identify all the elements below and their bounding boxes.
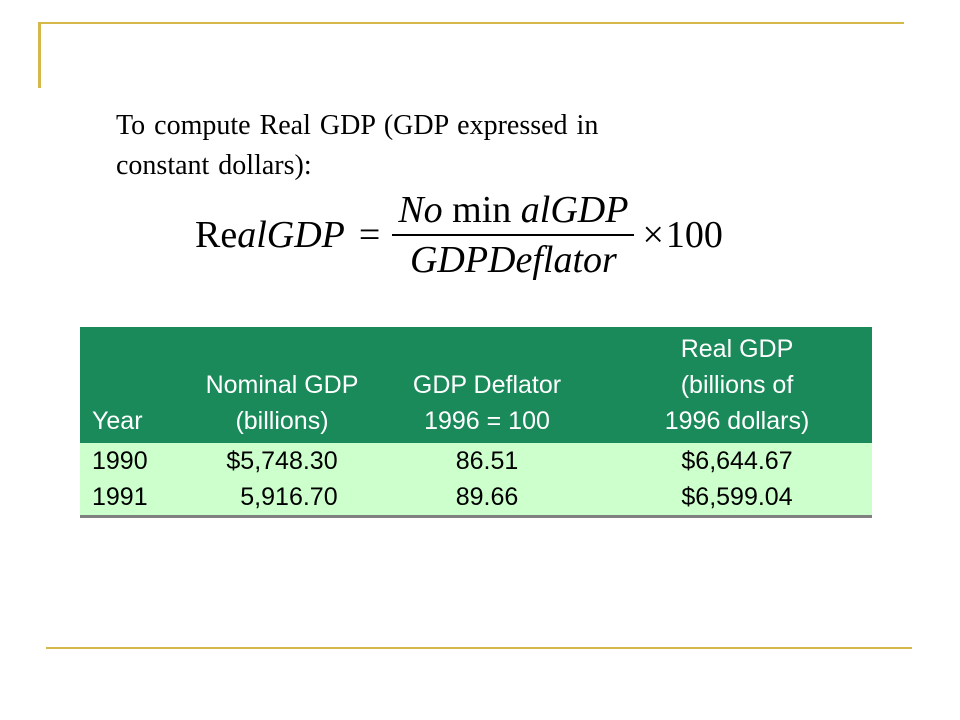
cell-nominal: $5,748.30 bbox=[192, 443, 372, 479]
cell-year: 1991 bbox=[80, 479, 192, 518]
formula-numerator: No min alGDP bbox=[392, 190, 634, 234]
cell-deflator: 89.66 bbox=[372, 479, 602, 518]
real-gdp-formula: Re alGDP = No min alGDP GDPDeflator × 100 bbox=[195, 190, 723, 280]
frame-bottom-rule bbox=[46, 647, 912, 649]
frame-top-rule bbox=[38, 22, 904, 24]
formula-num-min: min bbox=[442, 189, 521, 231]
intro-text: To compute Real GDP (GDP expressed in co… bbox=[116, 106, 676, 186]
header-real-gdp: Real GDP (billions of 1996 dollars) bbox=[602, 327, 872, 443]
table-row: 1991 5,916.70 89.66 $6,599.04 bbox=[80, 479, 872, 518]
header-year: Year bbox=[80, 327, 192, 443]
header-nominal-gdp: Nominal GDP (billions) bbox=[192, 327, 372, 443]
intro-line-2: constant dollars): bbox=[116, 150, 312, 181]
cell-deflator: 86.51 bbox=[372, 443, 602, 479]
intro-line-1: To compute Real GDP (GDP expressed in bbox=[116, 110, 599, 141]
formula-denominator: GDPDeflator bbox=[409, 239, 617, 281]
formula-num-no: No bbox=[398, 189, 443, 231]
formula-fraction-bar bbox=[392, 234, 635, 236]
cell-year: 1990 bbox=[80, 443, 192, 479]
gdp-table: Year Nominal GDP (billions) GDP Deflator… bbox=[80, 327, 872, 518]
formula-equals: = bbox=[358, 214, 381, 256]
cell-real: $6,599.04 bbox=[602, 479, 872, 518]
formula-num-algdp: alGDP bbox=[520, 189, 629, 231]
header-gdp-deflator: GDP Deflator 1996 = 100 bbox=[372, 327, 602, 443]
formula-factor: 100 bbox=[665, 214, 723, 256]
table-header-row: Year Nominal GDP (billions) GDP Deflator… bbox=[80, 327, 872, 443]
table-row: 1990 $5,748.30 86.51 $6,644.67 bbox=[80, 443, 872, 479]
formula-lhs-algdp: alGDP bbox=[237, 214, 345, 256]
formula-lhs-re: Re bbox=[195, 214, 238, 256]
cell-real: $6,644.67 bbox=[602, 443, 872, 479]
formula-fraction: No min alGDP GDPDeflator bbox=[392, 190, 635, 281]
formula-times: × bbox=[642, 214, 664, 256]
frame-left-accent bbox=[38, 22, 41, 88]
cell-nominal: 5,916.70 bbox=[192, 479, 372, 518]
